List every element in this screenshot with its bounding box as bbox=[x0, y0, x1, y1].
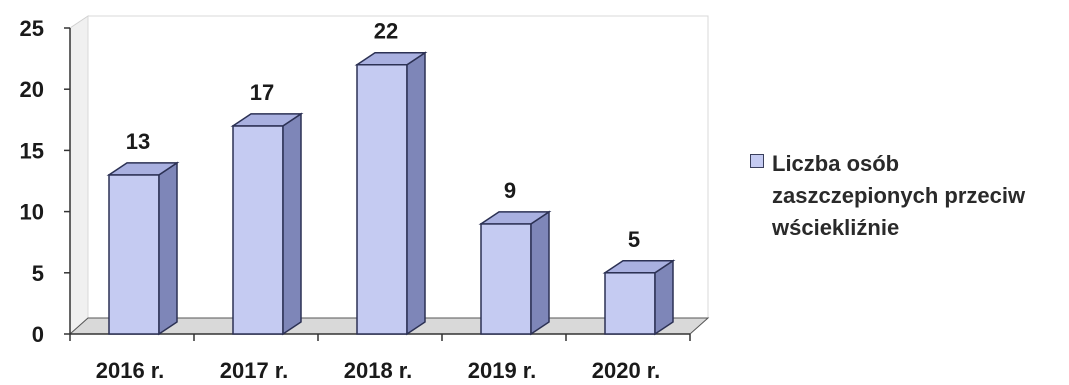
data-label: 9 bbox=[504, 178, 516, 203]
bars bbox=[106, 51, 676, 336]
x-tick-label: 2017 r. bbox=[220, 358, 289, 383]
bar-side bbox=[282, 112, 302, 336]
data-label: 22 bbox=[374, 19, 398, 44]
bar-front bbox=[480, 223, 532, 335]
y-tick-label: 15 bbox=[20, 138, 44, 163]
data-label: 17 bbox=[250, 80, 274, 105]
axes: 0 5 10 15 20 25 bbox=[20, 16, 691, 347]
legend-label: Liczba osób zaszczepionych przeciw wście… bbox=[772, 151, 1026, 240]
y-tick-label: 10 bbox=[20, 200, 44, 225]
x-tick-label: 2019 r. bbox=[468, 358, 537, 383]
labels: 13 2016 r. 17 2017 r. 22 2018 r. 9 2019 r. 5 2020… bbox=[96, 19, 661, 383]
x-tick-label: 2016 r. bbox=[96, 358, 165, 383]
bar-front bbox=[604, 272, 656, 335]
bar-top bbox=[478, 211, 552, 225]
bar-top bbox=[106, 162, 180, 176]
bar-side bbox=[530, 210, 550, 336]
y-tick-label: 20 bbox=[20, 77, 44, 102]
bar bbox=[602, 259, 676, 336]
bar-top bbox=[354, 51, 428, 66]
bar-front bbox=[108, 174, 160, 335]
y-tick-label: 0 bbox=[32, 322, 44, 347]
bar-front bbox=[356, 63, 408, 335]
x-tick-label: 2020 r. bbox=[592, 358, 661, 383]
data-label: 5 bbox=[628, 227, 640, 252]
side-wall bbox=[69, 15, 89, 336]
bar-front bbox=[232, 125, 284, 335]
bar bbox=[106, 161, 180, 336]
x-tick-label: 2018 r. bbox=[344, 358, 413, 383]
bar-top bbox=[230, 113, 304, 127]
legend-swatch bbox=[750, 154, 764, 168]
bar bbox=[354, 51, 428, 336]
y-tick-label: 5 bbox=[32, 261, 44, 286]
bar bbox=[478, 210, 552, 336]
bar-top bbox=[602, 260, 676, 274]
bar-side bbox=[158, 161, 178, 336]
bar bbox=[230, 112, 304, 336]
bar-side bbox=[406, 51, 426, 336]
data-label: 13 bbox=[126, 129, 150, 154]
bar-chart: 0 5 10 15 20 25 13 2016 r. 17 2017 r. 22 2018 r. 9 2… bbox=[20, 15, 710, 383]
y-tick-label: 25 bbox=[20, 16, 44, 41]
